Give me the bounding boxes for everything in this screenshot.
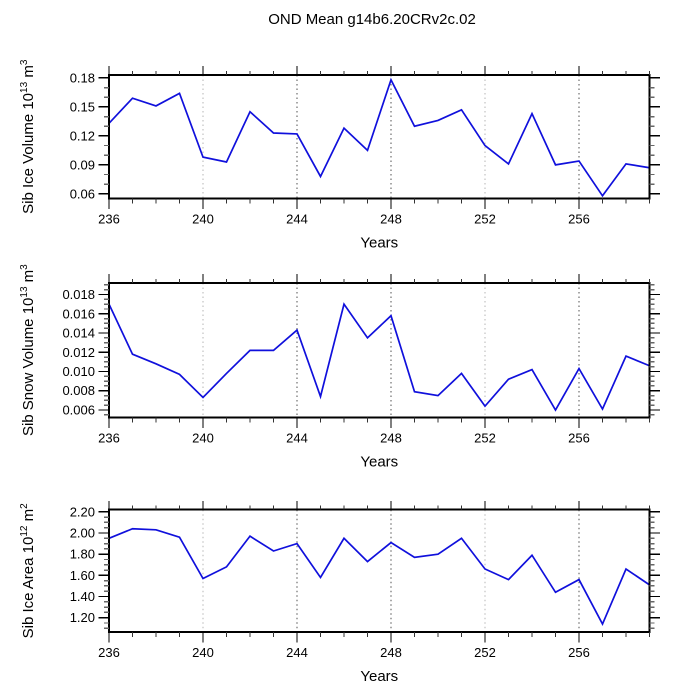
x-tick-label: 256 — [568, 212, 590, 227]
sib-ice-volume-yaxis-title: Sib Ice Volume 1013 m3 — [19, 59, 37, 214]
y-tick-label: 2.20 — [70, 504, 95, 519]
chart-sib-ice-volume: 0.06 0.09 0.12 0.15 0.18 236 240 244 248 252 256 Ye… — [19, 59, 660, 252]
y-tick-label: 0.006 — [62, 402, 95, 417]
x-tick-label: 248 — [380, 212, 402, 227]
y-tick-label: 1.80 — [70, 547, 95, 562]
y-tick-label: 0.010 — [62, 364, 95, 379]
sib-ice-area-axes — [98, 500, 660, 643]
y-tick-label: 1.40 — [70, 589, 95, 604]
chart-sib-snow-volume: 0.006 0.008 0.010 0.012 0.014 0.016 0.018 236 24… — [19, 264, 660, 470]
y-tick-label: 0.18 — [70, 70, 95, 85]
y-tick-label: 0.012 — [62, 345, 95, 360]
x-tick-label: 256 — [568, 430, 590, 445]
sib-ice-area-line — [108, 527, 650, 627]
x-tick-label: 248 — [380, 645, 402, 660]
sib-ice-area-frame — [108, 508, 651, 634]
y-tick-label: 0.008 — [62, 383, 95, 398]
x-tick-label: 240 — [192, 430, 214, 445]
x-tick-label: 240 — [192, 645, 214, 660]
y-tick-label: 0.014 — [62, 326, 95, 341]
x-tick-label: 244 — [286, 645, 308, 660]
x-tick-label: 236 — [98, 212, 120, 227]
sib-snow-volume-xaxis-title: Years — [360, 453, 398, 470]
y-tick-label: 0.016 — [62, 306, 95, 321]
sib-ice-volume-axes — [98, 66, 660, 209]
chart-sib-ice-area: 1.20 1.40 1.60 1.80 2.00 2.20 236 240 244 248 252 2… — [19, 500, 660, 685]
sib-ice-area-xaxis-title: Years — [360, 668, 398, 685]
x-tick-label: 248 — [380, 430, 402, 445]
sib-snow-volume-axes — [98, 274, 660, 428]
x-tick-label: 256 — [568, 645, 590, 660]
x-tick-label: 236 — [98, 645, 120, 660]
y-tick-label: 0.12 — [70, 128, 95, 143]
y-tick-label: 2.00 — [70, 525, 95, 540]
x-tick-label: 252 — [474, 212, 496, 227]
sib-ice-area-yaxis-title: Sib Ice Area 1012 m2 — [19, 503, 37, 639]
sib-snow-volume-line — [108, 302, 650, 412]
sib-snow-volume-frame — [108, 282, 651, 419]
y-tick-label: 0.018 — [62, 287, 95, 302]
sib-ice-volume-line — [108, 77, 650, 198]
x-tick-label: 252 — [474, 645, 496, 660]
y-tick-label: 0.09 — [70, 157, 95, 172]
x-tick-label: 244 — [286, 212, 308, 227]
x-tick-label: 240 — [192, 212, 214, 227]
y-tick-label: 0.06 — [70, 186, 95, 201]
x-tick-label: 252 — [474, 430, 496, 445]
x-tick-label: 236 — [98, 430, 120, 445]
sib-snow-volume-yaxis-title: Sib Snow Volume 1013 m3 — [19, 264, 37, 436]
y-tick-label: 1.60 — [70, 568, 95, 583]
chart-title: OND Mean g14b6.20CRv2c.02 — [268, 11, 476, 28]
x-tick-label: 244 — [286, 430, 308, 445]
y-tick-label: 1.20 — [70, 610, 95, 625]
y-tick-label: 0.15 — [70, 99, 95, 114]
sib-ice-volume-frame — [108, 74, 651, 200]
sib-ice-volume-xaxis-title: Years — [360, 235, 398, 252]
